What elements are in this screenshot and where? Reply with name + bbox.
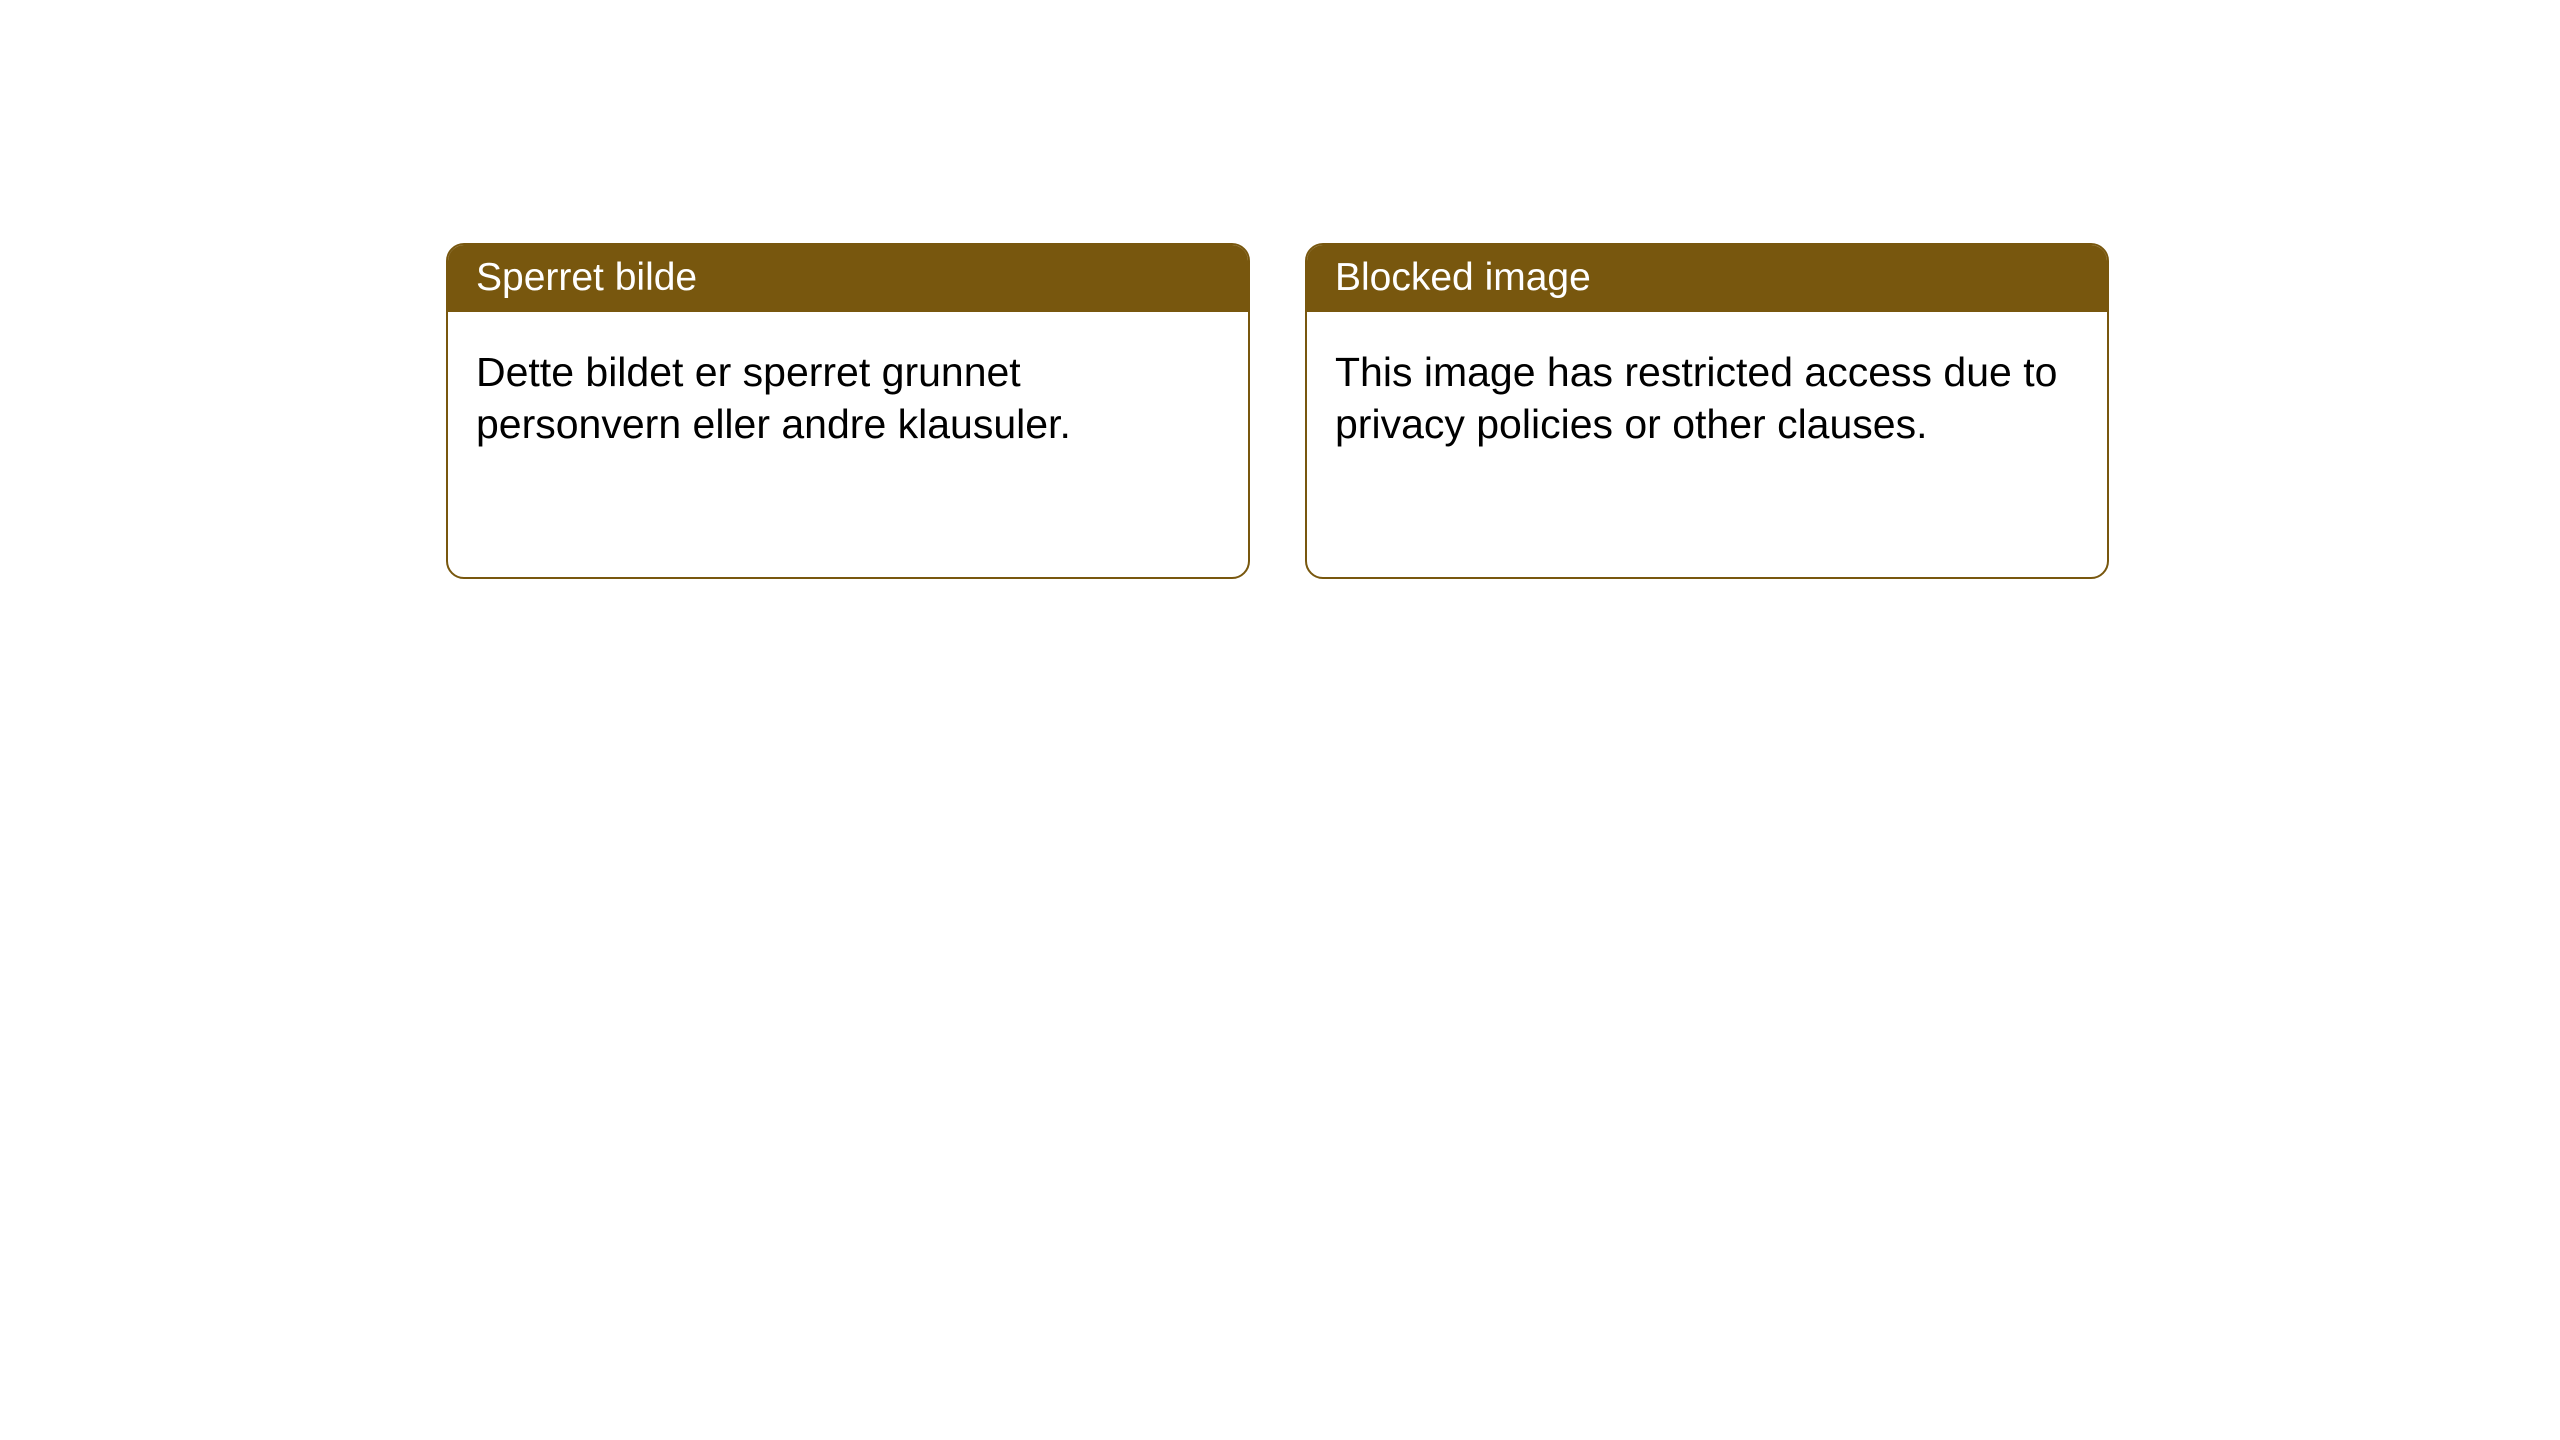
card-title: Blocked image (1335, 256, 1591, 299)
blocked-image-card-english: Blocked image This image has restricted … (1305, 243, 2109, 579)
card-header: Blocked image (1307, 245, 2107, 312)
card-body: This image has restricted access due to … (1307, 312, 2107, 485)
card-header: Sperret bilde (448, 245, 1248, 312)
card-body-text: Dette bildet er sperret grunnet personve… (476, 349, 1071, 447)
blocked-image-card-norwegian: Sperret bilde Dette bildet er sperret gr… (446, 243, 1250, 579)
card-body-text: This image has restricted access due to … (1335, 349, 2057, 447)
blocked-image-cards-container: Sperret bilde Dette bildet er sperret gr… (446, 243, 2109, 579)
card-title: Sperret bilde (476, 256, 697, 299)
card-body: Dette bildet er sperret grunnet personve… (448, 312, 1248, 485)
